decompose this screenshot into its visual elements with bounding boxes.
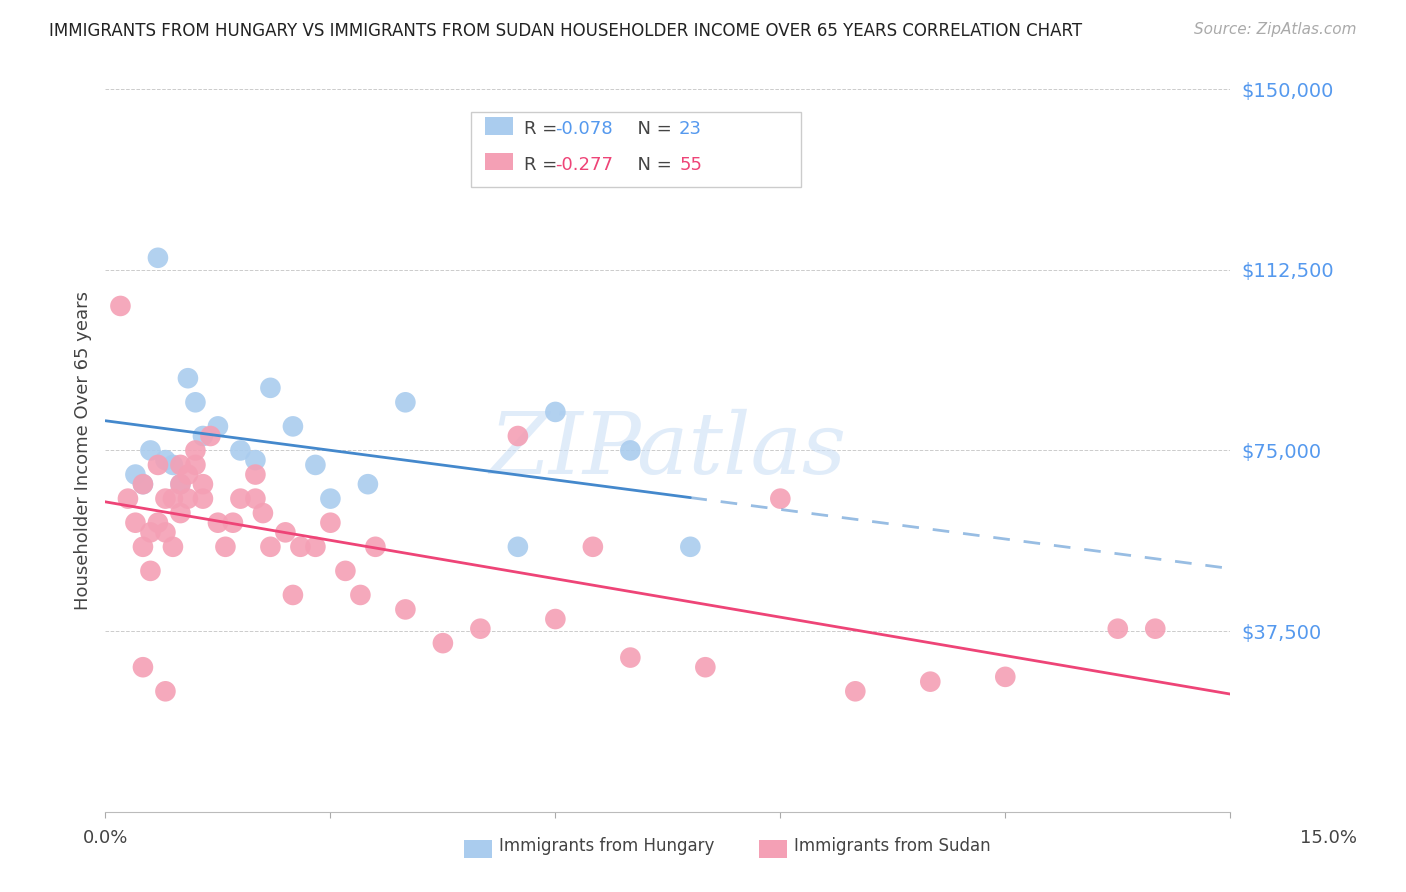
Point — [844, 684, 866, 698]
Y-axis label: Householder Income Over 65 years: Householder Income Over 65 years — [73, 291, 91, 610]
Point — [110, 299, 132, 313]
Point — [184, 395, 207, 409]
Point — [349, 588, 371, 602]
Point — [259, 381, 281, 395]
Point — [695, 660, 717, 674]
Point — [222, 516, 245, 530]
Point — [132, 477, 155, 491]
Point — [994, 670, 1017, 684]
Point — [304, 540, 326, 554]
Point — [245, 467, 267, 482]
Point — [544, 405, 567, 419]
Point — [117, 491, 139, 506]
Point — [155, 453, 177, 467]
Point — [155, 491, 177, 506]
Point — [177, 467, 200, 482]
Point — [169, 506, 191, 520]
Text: Immigrants from Hungary: Immigrants from Hungary — [499, 837, 714, 855]
Point — [214, 540, 236, 554]
Point — [394, 602, 416, 616]
Point — [274, 525, 297, 540]
Point — [162, 540, 184, 554]
Point — [139, 564, 162, 578]
Point — [1144, 622, 1167, 636]
Text: 15.0%: 15.0% — [1301, 829, 1357, 847]
Point — [155, 525, 177, 540]
Point — [146, 458, 169, 472]
Text: -0.078: -0.078 — [555, 120, 613, 138]
Text: N =: N = — [626, 156, 678, 174]
Point — [281, 419, 304, 434]
Point — [207, 419, 229, 434]
Point — [252, 506, 274, 520]
Point — [184, 443, 207, 458]
Point — [769, 491, 792, 506]
Point — [191, 477, 214, 491]
Text: 55: 55 — [679, 156, 702, 174]
Point — [139, 525, 162, 540]
Point — [432, 636, 454, 650]
Point — [679, 540, 702, 554]
Point — [394, 395, 416, 409]
Point — [162, 491, 184, 506]
Point — [191, 491, 214, 506]
Point — [582, 540, 605, 554]
Point — [177, 371, 200, 385]
Text: R =: R = — [524, 156, 564, 174]
Point — [191, 429, 214, 443]
Point — [304, 458, 326, 472]
Point — [470, 622, 492, 636]
Text: Source: ZipAtlas.com: Source: ZipAtlas.com — [1194, 22, 1357, 37]
Point — [506, 429, 529, 443]
Point — [132, 477, 155, 491]
Text: N =: N = — [626, 120, 678, 138]
Point — [544, 612, 567, 626]
Point — [124, 467, 146, 482]
Point — [920, 674, 942, 689]
Point — [290, 540, 312, 554]
Text: R =: R = — [524, 120, 564, 138]
Point — [155, 684, 177, 698]
Text: 0.0%: 0.0% — [83, 829, 128, 847]
Point — [245, 491, 267, 506]
Point — [146, 516, 169, 530]
Point — [335, 564, 357, 578]
Point — [229, 443, 252, 458]
Point — [146, 251, 169, 265]
Point — [357, 477, 380, 491]
Point — [364, 540, 387, 554]
Point — [132, 660, 155, 674]
Point — [124, 516, 146, 530]
Point — [184, 458, 207, 472]
Point — [281, 588, 304, 602]
Text: ZIPatlas: ZIPatlas — [489, 409, 846, 491]
Point — [177, 491, 200, 506]
Point — [1107, 622, 1129, 636]
Point — [169, 477, 191, 491]
Point — [139, 443, 162, 458]
Point — [162, 458, 184, 472]
Point — [619, 650, 641, 665]
Text: -0.277: -0.277 — [555, 156, 613, 174]
Point — [506, 540, 529, 554]
Point — [319, 516, 342, 530]
Point — [132, 540, 155, 554]
Point — [245, 453, 267, 467]
Point — [619, 443, 641, 458]
Point — [259, 540, 281, 554]
Point — [319, 491, 342, 506]
Point — [169, 477, 191, 491]
Point — [207, 516, 229, 530]
Text: IMMIGRANTS FROM HUNGARY VS IMMIGRANTS FROM SUDAN HOUSEHOLDER INCOME OVER 65 YEAR: IMMIGRANTS FROM HUNGARY VS IMMIGRANTS FR… — [49, 22, 1083, 40]
Text: 23: 23 — [679, 120, 702, 138]
Point — [169, 458, 191, 472]
Text: Immigrants from Sudan: Immigrants from Sudan — [794, 837, 991, 855]
Point — [200, 429, 222, 443]
Point — [229, 491, 252, 506]
